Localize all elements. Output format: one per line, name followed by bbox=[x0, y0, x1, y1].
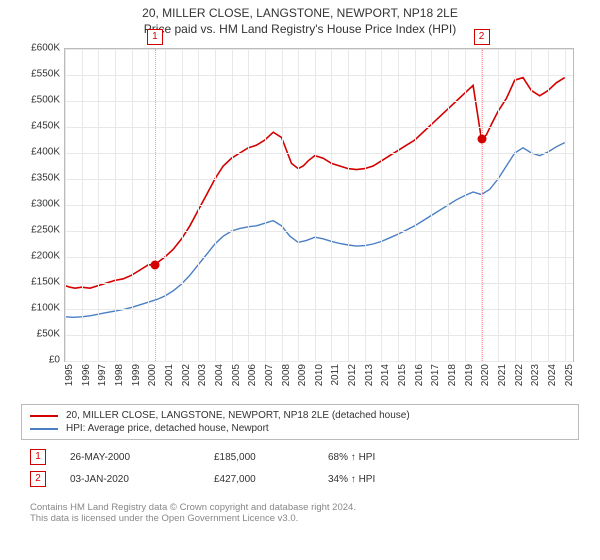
y-tick-label: £0 bbox=[20, 355, 60, 366]
event-marker-1: 1 bbox=[147, 29, 163, 45]
gridline-v bbox=[148, 49, 149, 361]
gridline-h bbox=[65, 49, 573, 50]
y-tick-label: £500K bbox=[20, 95, 60, 106]
gridline-v bbox=[548, 49, 549, 361]
events-table: 1 26-MAY-2000 £185,000 68% ↑ HPI 2 03-JAN-202… bbox=[30, 446, 570, 490]
legend-swatch bbox=[30, 428, 58, 430]
gridline-v bbox=[248, 49, 249, 361]
gridline-v bbox=[165, 49, 166, 361]
gridline-v bbox=[115, 49, 116, 361]
event-row-marker: 1 bbox=[30, 449, 46, 465]
legend-row: HPI: Average price, detached house, Newp… bbox=[30, 422, 570, 435]
gridline-v bbox=[265, 49, 266, 361]
gridline-v bbox=[182, 49, 183, 361]
gridline-v bbox=[565, 49, 566, 361]
gridline-h bbox=[65, 309, 573, 310]
gridline-h bbox=[65, 335, 573, 336]
legend-label: HPI: Average price, detached house, Newp… bbox=[66, 423, 269, 434]
event-row-marker: 2 bbox=[30, 471, 46, 487]
y-tick-label: £350K bbox=[20, 173, 60, 184]
y-tick-label: £550K bbox=[20, 69, 60, 80]
footer-line2: This data is licensed under the Open Gov… bbox=[30, 513, 570, 524]
legend-swatch bbox=[30, 415, 58, 417]
event-date: 26-MAY-2000 bbox=[70, 452, 190, 463]
event-price: £185,000 bbox=[214, 452, 304, 463]
legend-row: 20, MILLER CLOSE, LANGSTONE, NEWPORT, NP… bbox=[30, 409, 570, 422]
gridline-v bbox=[82, 49, 83, 361]
gridline-h bbox=[65, 257, 573, 258]
event-row: 1 26-MAY-2000 £185,000 68% ↑ HPI bbox=[30, 446, 570, 468]
gridline-v bbox=[498, 49, 499, 361]
event-line-2 bbox=[482, 49, 483, 361]
gridline-h bbox=[65, 101, 573, 102]
gridline-h bbox=[65, 153, 573, 154]
gridline-v bbox=[331, 49, 332, 361]
x-tick-label: 2025 bbox=[564, 364, 600, 386]
footer-line1: Contains HM Land Registry data © Crown c… bbox=[30, 502, 570, 513]
plot-area: 12 bbox=[64, 48, 574, 362]
gridline-v bbox=[381, 49, 382, 361]
gridline-h bbox=[65, 205, 573, 206]
gridline-h bbox=[65, 361, 573, 362]
event-date: 03-JAN-2020 bbox=[70, 474, 190, 485]
y-tick-label: £300K bbox=[20, 199, 60, 210]
gridline-v bbox=[198, 49, 199, 361]
gridline-v bbox=[98, 49, 99, 361]
gridline-v bbox=[232, 49, 233, 361]
gridline-v bbox=[465, 49, 466, 361]
gridline-v bbox=[431, 49, 432, 361]
gridline-v bbox=[65, 49, 66, 361]
y-tick-label: £600K bbox=[20, 43, 60, 54]
gridline-v bbox=[132, 49, 133, 361]
y-tick-label: £100K bbox=[20, 303, 60, 314]
y-tick-label: £50K bbox=[20, 329, 60, 340]
gridline-v bbox=[531, 49, 532, 361]
gridline-h bbox=[65, 231, 573, 232]
event-price: £427,000 bbox=[214, 474, 304, 485]
gridline-h bbox=[65, 179, 573, 180]
gridline-v bbox=[515, 49, 516, 361]
event-line-1 bbox=[155, 49, 156, 361]
gridline-v bbox=[282, 49, 283, 361]
y-tick-label: £450K bbox=[20, 121, 60, 132]
event-marker-2: 2 bbox=[474, 29, 490, 45]
gridline-h bbox=[65, 75, 573, 76]
title-subtitle: Price paid vs. HM Land Registry's House … bbox=[0, 22, 600, 36]
y-tick-label: £250K bbox=[20, 225, 60, 236]
y-tick-label: £150K bbox=[20, 277, 60, 288]
title-address: 20, MILLER CLOSE, LANGSTONE, NEWPORT, NP… bbox=[0, 6, 600, 20]
event-pct: 68% ↑ HPI bbox=[328, 452, 418, 463]
gridline-h bbox=[65, 127, 573, 128]
legend: 20, MILLER CLOSE, LANGSTONE, NEWPORT, NP… bbox=[21, 404, 579, 440]
gridline-h bbox=[65, 283, 573, 284]
gridline-v bbox=[348, 49, 349, 361]
event-dot-1 bbox=[150, 260, 159, 269]
legend-label: 20, MILLER CLOSE, LANGSTONE, NEWPORT, NP… bbox=[66, 410, 410, 421]
gridline-v bbox=[448, 49, 449, 361]
footer: Contains HM Land Registry data © Crown c… bbox=[30, 496, 570, 524]
event-pct: 34% ↑ HPI bbox=[328, 474, 418, 485]
event-dot-2 bbox=[477, 134, 486, 143]
gridline-v bbox=[398, 49, 399, 361]
gridline-v bbox=[365, 49, 366, 361]
title-block: 20, MILLER CLOSE, LANGSTONE, NEWPORT, NP… bbox=[0, 0, 600, 38]
y-tick-label: £200K bbox=[20, 251, 60, 262]
gridline-v bbox=[315, 49, 316, 361]
y-tick-label: £400K bbox=[20, 147, 60, 158]
gridline-v bbox=[298, 49, 299, 361]
gridline-v bbox=[415, 49, 416, 361]
chart: £0 £50K £100K £150K £200K £250K £300K £350K £400… bbox=[20, 42, 580, 402]
event-row: 2 03-JAN-2020 £427,000 34% ↑ HPI bbox=[30, 468, 570, 490]
gridline-v bbox=[215, 49, 216, 361]
